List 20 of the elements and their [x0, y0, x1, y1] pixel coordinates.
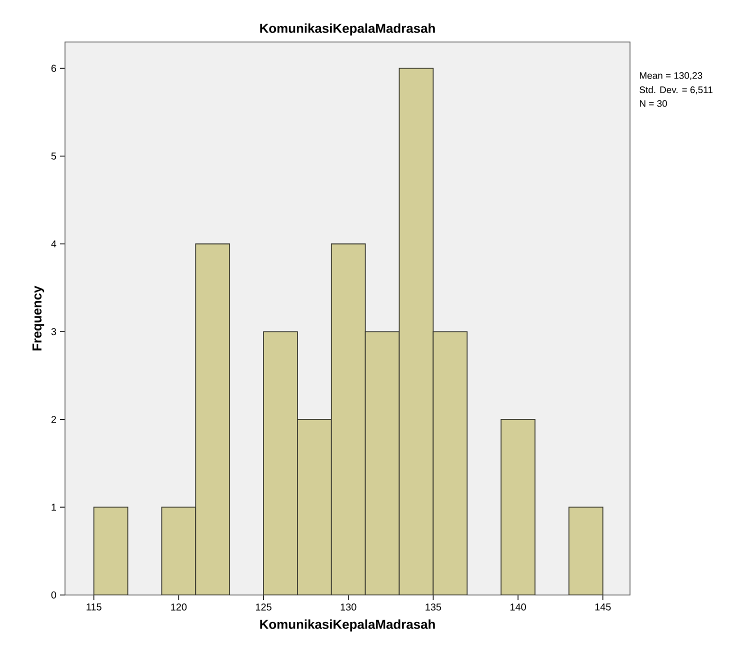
x-tick-label: 140	[510, 604, 526, 611]
text: Std. Dev. = 6,511	[640, 86, 712, 94]
x-axis-title: KomunikasiKepalaMadrasah	[260, 619, 435, 632]
y-axis-title: Frequency	[32, 286, 44, 350]
text: Mean = 130,23	[640, 72, 702, 80]
x-tick-label: 145	[595, 604, 611, 610]
y-tick-label: 1	[52, 504, 56, 511]
x-tick-label: 115	[86, 604, 102, 610]
y-tick-label: 4	[51, 240, 56, 248]
y-tick-label: 0	[51, 591, 56, 599]
x-tick-label: 135	[426, 604, 442, 611]
x-tick-label: 120	[171, 604, 187, 611]
text: N = 30	[640, 100, 667, 107]
x-tick-label: 125	[256, 604, 272, 611]
y-tick-label: 3	[51, 328, 56, 336]
x-tick-label: 130	[340, 604, 356, 611]
y-tick-label: 6	[51, 64, 56, 72]
y-tick-label: 5	[51, 152, 56, 160]
y-tick-label: 2	[51, 416, 56, 423]
chart-title: KomunikasiKepalaMadrasah	[260, 23, 435, 36]
